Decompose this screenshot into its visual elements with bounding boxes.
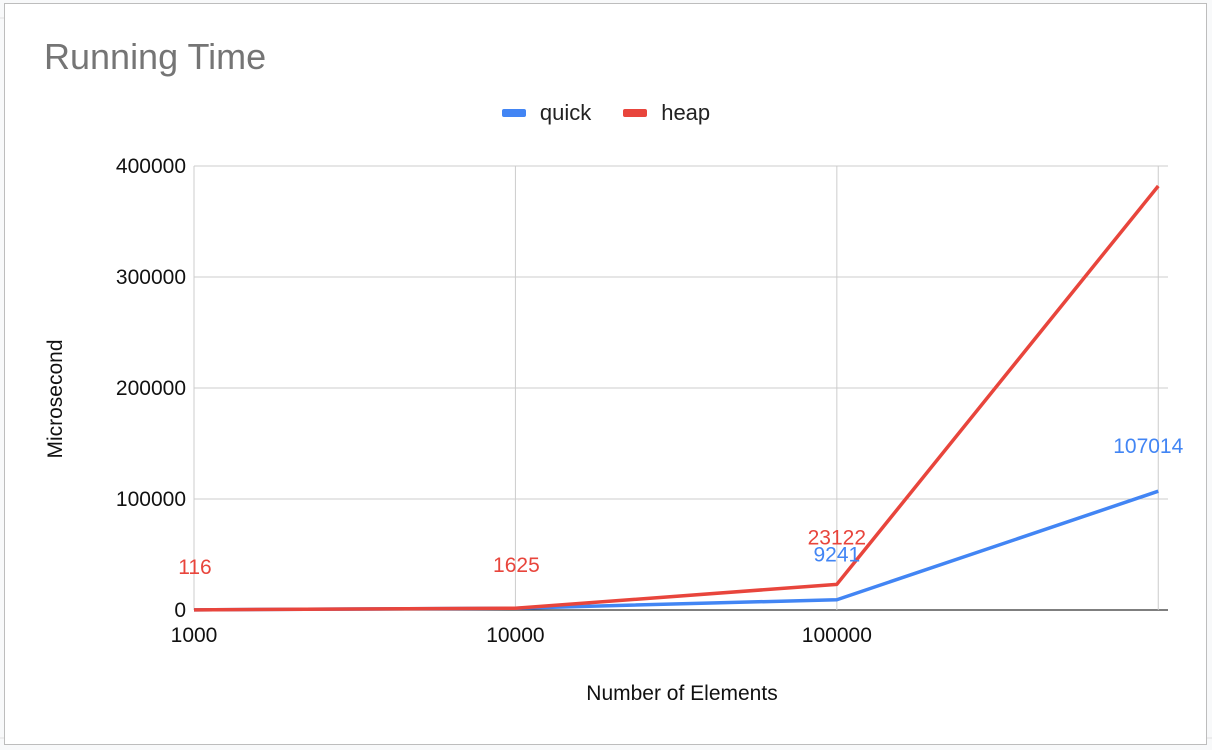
series-layer xyxy=(193,184,1160,612)
grid-layer xyxy=(193,165,1168,611)
legend-swatch-quick xyxy=(501,109,526,117)
y-axis-title: Microsecond xyxy=(44,339,67,458)
x-tick-label: 1000 xyxy=(171,624,218,647)
chart-title: Running Time xyxy=(44,36,267,77)
legend-item-heap[interactable]: heap xyxy=(623,100,710,126)
y-tick-label: 200000 xyxy=(116,377,186,400)
x-tick-label: 10000 xyxy=(486,624,544,647)
data-label-quick: 107014 xyxy=(1113,435,1183,458)
data-label-heap: 23122 xyxy=(808,526,866,549)
x-axis-title: Number of Elements xyxy=(586,682,777,705)
x-tick-label: 100000 xyxy=(802,624,872,647)
legend-swatch-heap xyxy=(623,109,648,117)
legend-label-quick: quick xyxy=(539,100,592,125)
chart-legend: quick heap xyxy=(0,100,1212,126)
series-line-quick xyxy=(193,489,1159,612)
y-tick-label: 100000 xyxy=(116,488,186,511)
legend-item-quick[interactable]: quick xyxy=(501,100,592,126)
legend-label-heap: heap xyxy=(661,100,711,125)
tick-layer: 0 100000 200000 300000 400000 1000 10000 100000 xyxy=(116,155,872,647)
data-label-layer: 9241 107014 116 1625 23122 xyxy=(178,435,1183,579)
data-label-heap: 116 xyxy=(178,556,211,579)
y-tick-label: 0 xyxy=(174,599,186,622)
y-tick-label: 300000 xyxy=(116,266,186,289)
series-line-heap xyxy=(193,184,1160,612)
data-label-quick: 9241 xyxy=(813,544,860,567)
y-tick-label: 400000 xyxy=(116,155,186,178)
data-label-heap: 1625 xyxy=(493,554,540,577)
